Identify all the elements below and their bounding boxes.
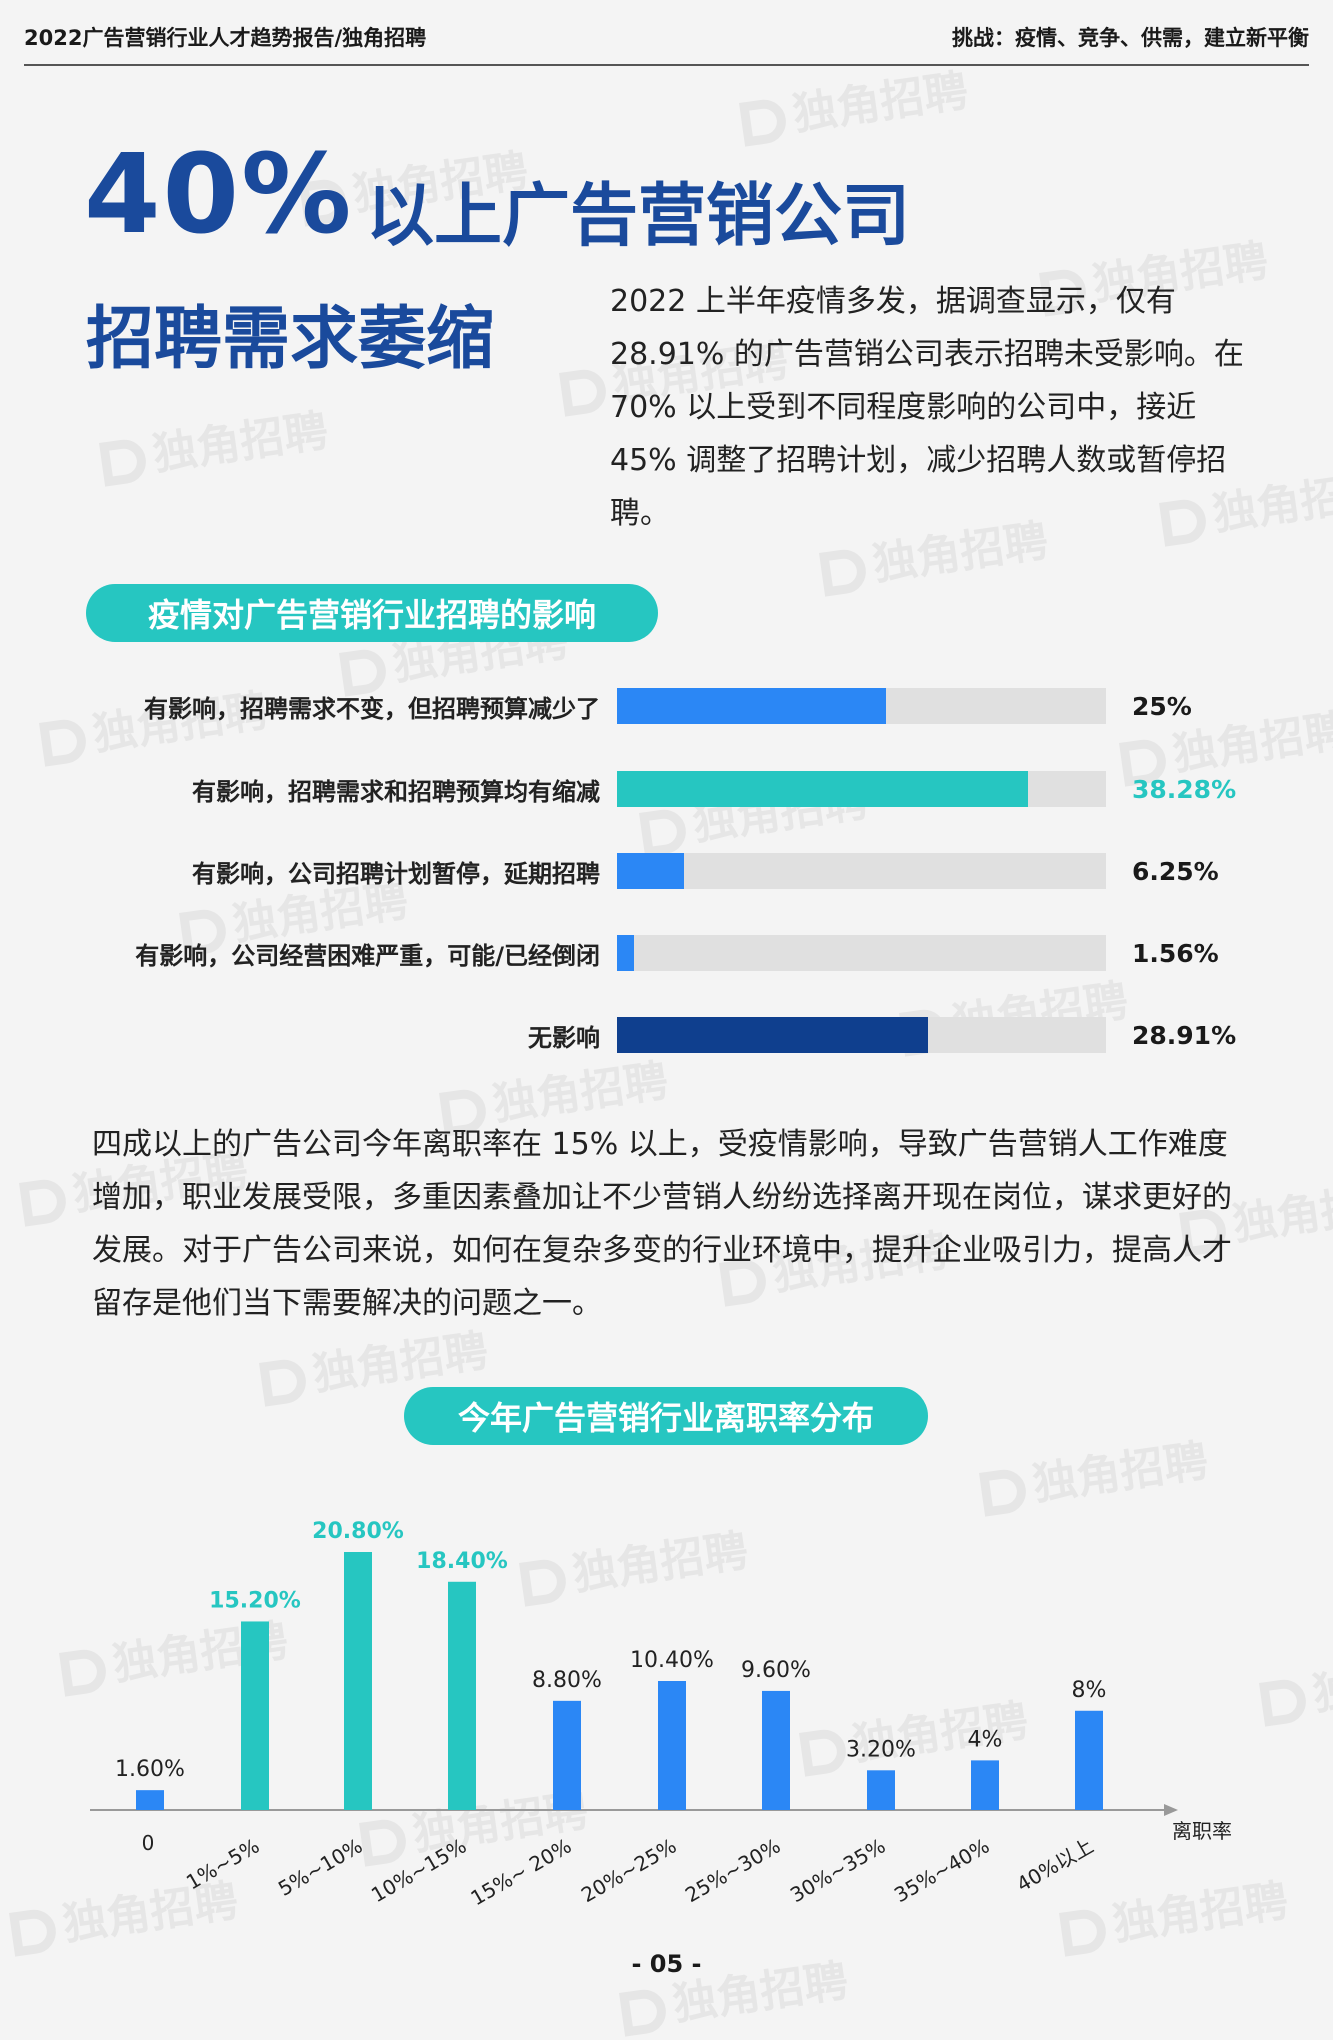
turnover-bar-value-label: 10.40% [630, 1648, 714, 1673]
x-tick-label: 30%~35% [786, 1834, 890, 1908]
impact-bar-row: 无影响 28.91% [0, 1017, 1333, 1053]
impact-bar-label: 有影响，公司招聘计划暂停，延期招聘 [192, 859, 600, 888]
impact-bar-track [617, 1017, 1106, 1053]
impact-bar-value: 28.91% [1132, 1020, 1237, 1050]
x-tick-label: 25%~30% [681, 1834, 785, 1908]
impact-bar-value: 1.56% [1132, 938, 1219, 968]
turnover-bar-value-label: 20.80% [312, 1519, 404, 1544]
impact-bar-row: 有影响，公司经营困难严重，可能/已经倒闭 1.56% [0, 935, 1333, 971]
x-tick-label: 20%~25% [577, 1834, 681, 1908]
hero-percent: 40% [84, 130, 354, 258]
hero-title-line2: 招聘需求萎缩 [86, 300, 495, 379]
intro-paragraph: 2022 上半年疫情多发，据调查显示，仅有 28.91% 的广告营销公司表示招聘… [610, 284, 1244, 531]
page-header: 2022广告营销行业人才趋势报告/独角招聘 挑战：疫情、竞争、供需，建立新平衡 [24, 22, 1309, 66]
x-tick-label: 35%~40% [890, 1834, 994, 1908]
turnover-bar [971, 1760, 999, 1810]
impact-bar-row: 有影响，公司招聘计划暂停，延期招聘 6.25% [0, 853, 1333, 889]
impact-bar-label: 有影响，招聘需求和招聘预算均有缩减 [192, 777, 600, 806]
x-tick-label: 0 [142, 1831, 155, 1855]
turnover-bar [658, 1681, 686, 1810]
x-tick-label: 10%~15% [367, 1834, 471, 1908]
impact-bar-row: 有影响，招聘需求和招聘预算均有缩减 38.28% [0, 771, 1333, 807]
turnover-bar [762, 1690, 790, 1810]
turnover-bar-value-label: 8% [1072, 1678, 1107, 1703]
impact-bar-track [617, 771, 1106, 807]
turnover-bar-value-label: 1.60% [115, 1757, 185, 1782]
impact-bar-track [617, 935, 1106, 971]
section-title-impact: 疫情对广告营销行业招聘的影响 [86, 584, 658, 642]
turnover-bar-value-label: 9.60% [741, 1658, 811, 1683]
x-tick-label: 15%~ 20% [466, 1834, 575, 1911]
turnover-bar [136, 1790, 164, 1810]
impact-bar-row: 有影响，招聘需求不变，但招聘预算减少了 25% [0, 688, 1333, 724]
turnover-chart: 离职率 1.60% 0 15.20% 1%~5% 20.80% 5%~10% 18.40% 10… [0, 1460, 1333, 1920]
turnover-bar-value-label: 15.20% [209, 1588, 301, 1613]
turnover-bar [867, 1770, 895, 1810]
impact-bar-value: 38.28% [1132, 774, 1237, 804]
page-number: - 05 - [631, 1950, 702, 1978]
turnover-bar-value-label: 4% [968, 1727, 1003, 1752]
header-subtitle: 挑战：疫情、竞争、供需，建立新平衡 [952, 26, 1309, 50]
impact-bar-track [617, 688, 1106, 724]
turnover-bar [241, 1621, 269, 1810]
impact-bar-label: 有影响，招聘需求不变，但招聘预算减少了 [144, 694, 600, 723]
turnover-bar [448, 1581, 476, 1810]
impact-bar-fill [617, 771, 1029, 807]
impact-bar-track [617, 853, 1106, 889]
turnover-chart-svg: 离职率 1.60% 0 15.20% 1%~5% 20.80% 5%~10% 18.40% 10… [90, 1519, 1232, 1911]
turnover-bar-value-label: 18.40% [416, 1549, 508, 1574]
x-tick-label: 40%以上 [1012, 1834, 1097, 1897]
x-tick-label: 5%~10% [274, 1834, 366, 1901]
turnover-bar-value-label: 3.20% [846, 1737, 916, 1762]
turnover-bar [1075, 1710, 1103, 1810]
header-title: 2022广告营销行业人才趋势报告/独角招聘 [24, 26, 427, 50]
x-axis-label: 离职率 [1172, 1819, 1232, 1843]
hero-title-line1: 以上广告营销公司 [366, 177, 911, 256]
turnover-bar [553, 1700, 581, 1810]
impact-bar-fill [617, 935, 634, 971]
turnover-paragraph: 四成以上的广告公司今年离职率在 15% 以上，受疫情影响，导致广告营销人工作难度… [92, 1127, 1232, 1321]
x-axis-arrow-icon [1164, 1804, 1178, 1816]
section-title-turnover: 今年广告营销行业离职率分布 [404, 1387, 928, 1445]
impact-bar-value: 25% [1132, 691, 1192, 721]
impact-bar-fill [617, 688, 886, 724]
impact-bar-label: 无影响 [528, 1023, 600, 1052]
impact-bar-fill [617, 1017, 928, 1053]
impact-bar-label: 有影响，公司经营困难严重，可能/已经倒闭 [135, 941, 600, 970]
impact-bar-value: 6.25% [1132, 856, 1219, 886]
x-tick-label: 1%~5% [182, 1834, 263, 1895]
turnover-bar-value-label: 8.80% [532, 1668, 602, 1693]
impact-bar-fill [617, 853, 685, 889]
turnover-bar [344, 1552, 372, 1810]
